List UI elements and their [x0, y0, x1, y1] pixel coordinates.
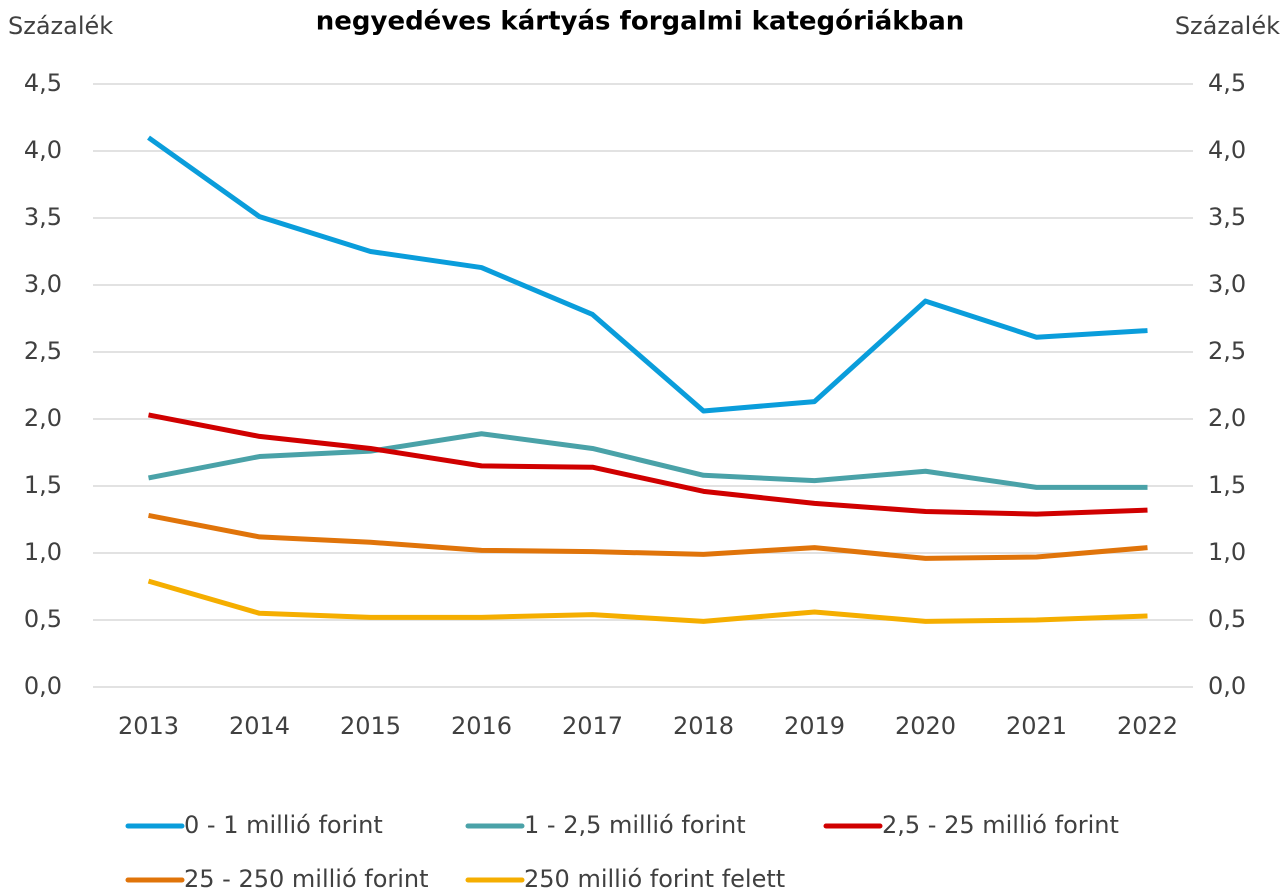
y-tick-label: 2,0: [24, 404, 62, 432]
legend-label: 1 - 2,5 millió forint: [524, 811, 746, 839]
x-tick-label: 2013: [118, 712, 179, 740]
x-tick-label: 2017: [562, 712, 623, 740]
y-tick-label: 3,5: [24, 203, 62, 231]
y2-tick-label: 3,5: [1208, 203, 1246, 231]
y2-tick-label: 4,5: [1208, 69, 1246, 97]
y-tick-label: 3,0: [24, 270, 62, 298]
y-tick-label: 1,5: [24, 471, 62, 499]
legend-label: 25 - 250 millió forint: [184, 865, 429, 891]
y-tick-label: 0,0: [24, 672, 62, 700]
y2-tick-label: 1,5: [1208, 471, 1246, 499]
x-tick-label: 2018: [673, 712, 734, 740]
y2-tick-label: 0,5: [1208, 605, 1246, 633]
y-tick-label: 1,0: [24, 538, 62, 566]
y-tick-label: 0,5: [24, 605, 62, 633]
x-tick-label: 2016: [451, 712, 512, 740]
x-tick-label: 2019: [784, 712, 845, 740]
legend-label: 0 - 1 millió forint: [184, 811, 383, 839]
y-tick-label: 4,5: [24, 69, 62, 97]
y2-tick-label: 1,0: [1208, 538, 1246, 566]
y2-tick-label: 4,0: [1208, 136, 1246, 164]
series-line: [147, 135, 1148, 414]
series-line: [148, 431, 1148, 490]
y2-tick-label: 3,0: [1208, 270, 1246, 298]
y-tick-label: 2,5: [24, 337, 62, 365]
series-line: [148, 412, 1148, 517]
y2-tick-label: 2,5: [1208, 337, 1246, 365]
series-line: [148, 513, 1148, 561]
legend-label: 2,5 - 25 millió forint: [882, 811, 1119, 839]
y2-tick-label: 2,0: [1208, 404, 1246, 432]
y-tick-label: 4,0: [24, 136, 62, 164]
x-tick-label: 2022: [1117, 712, 1178, 740]
series-line: [147, 578, 1148, 624]
x-tick-label: 2020: [895, 712, 956, 740]
y-axis-label: Százalék: [8, 12, 113, 40]
chart-title: negyedéves kártyás forgalmi kategóriákba…: [316, 7, 965, 37]
legend-label: 250 millió forint felett: [524, 865, 785, 891]
x-tick-label: 2015: [340, 712, 401, 740]
x-tick-label: 2014: [229, 712, 290, 740]
x-tick-label: 2021: [1006, 712, 1067, 740]
y2-axis-label: Százalék: [1175, 12, 1280, 40]
y2-tick-label: 0,0: [1208, 672, 1246, 700]
